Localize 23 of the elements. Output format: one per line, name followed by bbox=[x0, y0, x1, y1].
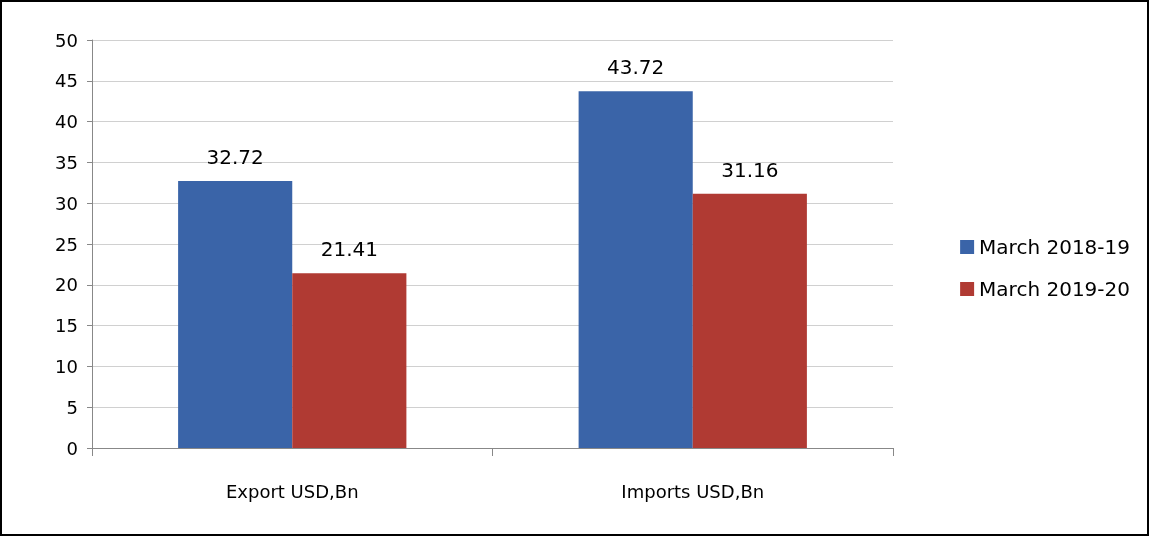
y-tick-label: 45 bbox=[55, 70, 78, 92]
y-tick-label: 25 bbox=[55, 233, 78, 255]
y-tick-label: 10 bbox=[55, 355, 78, 377]
legend-label: March 2018-19 bbox=[979, 235, 1130, 259]
y-tick-label: 0 bbox=[66, 437, 78, 459]
bar bbox=[578, 91, 693, 448]
legend-label: March 2019-20 bbox=[979, 277, 1130, 301]
data-label: 31.16 bbox=[721, 157, 779, 182]
y-tick-label: 50 bbox=[55, 29, 78, 51]
bar bbox=[178, 181, 293, 448]
y-tick-label: 35 bbox=[55, 151, 78, 173]
y-tick-label: 40 bbox=[55, 111, 78, 133]
x-tick-label: Imports USD,Bn bbox=[621, 480, 765, 502]
data-label: 21.41 bbox=[320, 237, 378, 262]
data-label: 43.72 bbox=[607, 55, 665, 80]
bar bbox=[292, 273, 407, 448]
data-label: 32.72 bbox=[206, 145, 264, 169]
y-tick-label: 5 bbox=[66, 396, 78, 418]
y-tick-label: 30 bbox=[55, 192, 78, 214]
bar bbox=[692, 193, 807, 448]
x-tick-label: Export USD,Bn bbox=[225, 480, 359, 502]
y-tick-label: 20 bbox=[55, 274, 78, 296]
y-tick-label: 15 bbox=[55, 315, 78, 337]
